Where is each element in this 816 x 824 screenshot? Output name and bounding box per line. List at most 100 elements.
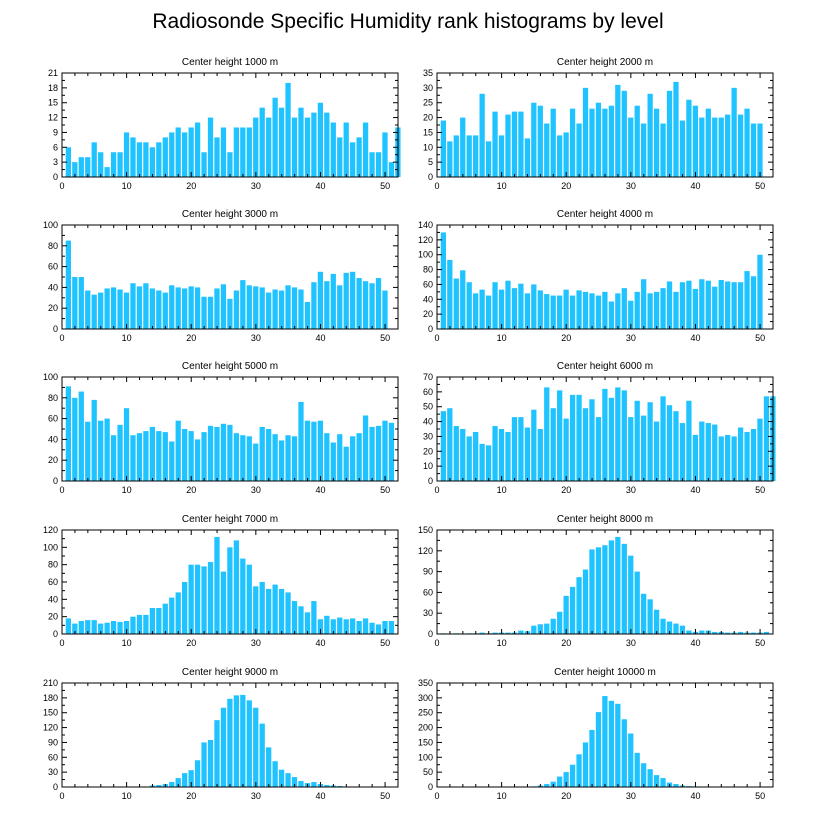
bar: [608, 301, 614, 329]
bar: [337, 137, 343, 177]
y-tick-label: 0: [428, 324, 433, 334]
y-tick-label: 70: [423, 372, 433, 382]
x-tick-label: 20: [186, 638, 196, 648]
y-tick-label: 80: [48, 393, 58, 403]
bar: [362, 415, 369, 481]
x-tick-label: 30: [251, 791, 261, 801]
y-tick-label: 21: [48, 68, 58, 78]
y-tick-label: 30: [423, 608, 433, 618]
bar: [615, 536, 621, 634]
bar: [278, 588, 285, 634]
bar: [220, 284, 227, 329]
bar: [737, 282, 744, 329]
y-tick-label: 6: [53, 142, 58, 152]
bar: [201, 296, 207, 329]
bar: [194, 564, 201, 634]
bar: [130, 137, 136, 177]
bar: [731, 282, 737, 329]
bar: [440, 232, 446, 329]
bar: [272, 761, 278, 787]
x-tick-label: 20: [561, 333, 571, 343]
y-tick-label: 100: [43, 542, 58, 552]
bar: [194, 122, 201, 177]
bar: [595, 102, 602, 177]
bar: [188, 770, 194, 787]
bar: [375, 152, 382, 177]
bar: [298, 107, 304, 177]
bar: [479, 632, 485, 634]
bar: [686, 99, 692, 177]
bar: [259, 426, 265, 481]
bar: [537, 429, 543, 481]
y-tick-label: 100: [418, 752, 433, 762]
bar: [718, 279, 724, 329]
bar: [382, 132, 388, 177]
bar: [104, 167, 110, 177]
bar: [524, 427, 530, 481]
y-tick-label: 40: [423, 417, 433, 427]
bar: [330, 122, 336, 177]
bar: [712, 631, 718, 634]
bar: [763, 631, 770, 634]
bar: [576, 394, 582, 481]
bar: [440, 411, 446, 481]
x-tick-label: 0: [59, 638, 64, 648]
bar: [511, 417, 518, 481]
bar: [744, 271, 750, 329]
bar: [136, 142, 143, 177]
bar: [615, 84, 621, 177]
y-tick-label: 210: [43, 678, 58, 688]
bar: [201, 742, 207, 787]
bar: [453, 135, 459, 177]
bar: [460, 429, 466, 481]
y-tick-label: 10: [423, 461, 433, 471]
bar: [725, 281, 731, 329]
bar: [653, 291, 660, 329]
bar: [492, 632, 498, 634]
bar: [602, 696, 608, 787]
bar: [634, 571, 640, 634]
bar: [544, 784, 550, 787]
bar: [98, 420, 104, 481]
bar: [440, 120, 446, 177]
y-tick-label: 40: [48, 594, 58, 604]
x-tick-label: 50: [380, 791, 390, 801]
bar: [246, 285, 252, 329]
x-tick-label: 40: [315, 333, 325, 343]
bar: [505, 431, 511, 481]
bar: [679, 282, 686, 329]
y-tick-label: 180: [43, 693, 58, 703]
bar: [362, 281, 369, 329]
bar: [220, 571, 227, 634]
bar: [162, 432, 168, 481]
bar: [162, 292, 168, 329]
bar: [343, 122, 349, 177]
bar: [666, 405, 673, 481]
bar: [156, 290, 162, 329]
bar: [679, 625, 686, 634]
bar: [194, 760, 201, 787]
x-tick-label: 0: [434, 181, 439, 191]
bar: [104, 418, 110, 481]
bar: [304, 117, 311, 177]
bar: [356, 621, 362, 634]
bar: [253, 117, 259, 177]
bar: [531, 625, 537, 634]
bar: [240, 435, 246, 481]
bar: [369, 283, 375, 329]
bar: [227, 424, 233, 481]
bar: [563, 772, 569, 787]
bar: [692, 105, 698, 177]
bar: [518, 111, 524, 177]
bar: [233, 127, 239, 177]
bar: [634, 105, 640, 177]
bar: [673, 81, 679, 177]
bar: [498, 429, 505, 481]
bar: [699, 117, 705, 177]
y-tick-label: 20: [423, 113, 433, 123]
y-tick-label: 120: [43, 525, 58, 535]
x-tick-label: 40: [315, 638, 325, 648]
x-tick-label: 50: [380, 181, 390, 191]
bar: [117, 424, 123, 481]
